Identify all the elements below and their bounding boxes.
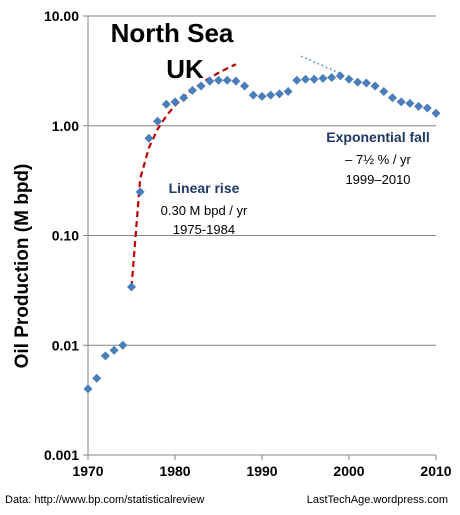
data-point	[370, 81, 380, 91]
data-point	[153, 116, 163, 126]
y-tick-label: 10.00	[44, 8, 79, 24]
x-tick-label: 1980	[159, 463, 190, 479]
data-point	[161, 99, 171, 109]
data-point	[179, 93, 189, 103]
y-axis-label: Oil Production (M bpd)	[12, 164, 33, 369]
y-axis-ticks: 0.001 0.01 0.10 1.00 10.00	[44, 8, 88, 463]
data-point	[196, 81, 206, 91]
data-point	[187, 85, 197, 95]
x-tick-label: 2010	[420, 463, 451, 479]
data-point	[135, 187, 145, 197]
x-tick-label: 1970	[72, 463, 103, 479]
annotation-linear-rise-rate: 0.30 M bpd / yr	[161, 203, 248, 218]
data-point	[431, 108, 441, 118]
data-point	[309, 74, 319, 84]
data-point	[405, 98, 415, 108]
data-point	[83, 384, 93, 394]
y-tick-label: 0.10	[52, 228, 79, 244]
chart-title-line-1: North Sea	[111, 18, 234, 48]
y-tick-label: 1.00	[52, 118, 79, 134]
trend-lines	[130, 55, 341, 287]
data-point	[100, 351, 110, 361]
annotation-exponential-fall-years: 1999–2010	[345, 172, 410, 187]
data-point	[353, 77, 363, 87]
data-point	[170, 97, 180, 107]
data-point	[92, 373, 102, 383]
data-point	[344, 74, 354, 84]
data-point	[274, 89, 284, 99]
grid-lines	[88, 15, 436, 456]
data-point	[257, 91, 267, 101]
data-point	[283, 87, 293, 97]
data-point	[266, 90, 276, 100]
data-point	[422, 103, 432, 113]
data-point	[127, 282, 136, 292]
data-point	[222, 75, 232, 85]
footer-site: LastTechAge.wordpress.com	[307, 494, 448, 506]
footer-data-source: Data: http://www.bp.com/statisticalrevie…	[5, 494, 204, 506]
data-point	[240, 81, 250, 91]
annotation-exponential-fall-rate: – 7½ % / yr	[345, 152, 411, 167]
annotation-linear-rise-title: Linear rise	[169, 180, 240, 196]
x-axis-ticks: 1970 1980 1990 2000 2010	[72, 455, 452, 479]
data-point	[292, 75, 302, 85]
data-point	[248, 90, 258, 100]
data-point	[301, 74, 310, 84]
trend-line-dotted	[300, 55, 341, 75]
annotation-exponential-fall-title: Exponential fall	[326, 129, 429, 145]
y-tick-label: 0.01	[52, 337, 79, 353]
data-point	[144, 133, 154, 143]
data-point	[414, 101, 424, 111]
x-tick-label: 1990	[246, 463, 277, 479]
data-points	[83, 71, 441, 394]
y-tick-label: 0.001	[44, 447, 79, 463]
data-point	[335, 71, 345, 81]
data-point	[318, 73, 328, 83]
data-point	[379, 87, 389, 97]
data-point	[361, 78, 371, 88]
data-point	[118, 340, 128, 350]
chart-title-line-2: UK	[166, 54, 204, 84]
data-point	[214, 75, 223, 85]
data-point	[109, 345, 119, 355]
data-point	[396, 97, 406, 107]
x-tick-label: 2000	[333, 463, 364, 479]
data-point	[327, 73, 337, 83]
data-point	[205, 76, 215, 86]
annotation-linear-rise-years: 1975-1984	[173, 222, 235, 237]
data-point	[231, 76, 241, 86]
data-point	[388, 93, 397, 103]
